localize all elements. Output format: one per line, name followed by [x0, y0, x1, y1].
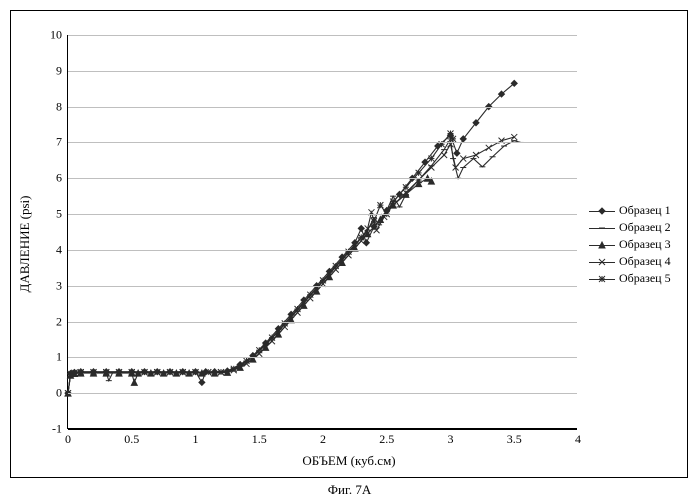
series: [65, 80, 517, 396]
legend-label: Образец 4: [619, 254, 671, 269]
y-tick-label: 8: [56, 99, 68, 114]
y-tick-label: 7: [56, 135, 68, 150]
y-tick-label: 2: [56, 314, 68, 329]
legend-label: Образец 2: [619, 220, 671, 235]
legend-swatch: [589, 256, 615, 268]
x-tick-label: 3.5: [507, 428, 522, 447]
y-tick-label: 5: [56, 207, 68, 222]
x-tick-label: 0.5: [124, 428, 139, 447]
y-tick-label: 4: [56, 242, 68, 257]
x-tick-label: 4: [575, 428, 581, 447]
legend-item: Образец 2: [589, 220, 671, 235]
y-tick-label: 3: [56, 278, 68, 293]
x-tick-label: 0: [65, 428, 71, 447]
x-tick-label: 1.5: [252, 428, 267, 447]
gridline-h: [68, 286, 577, 287]
y-tick-label: 9: [56, 63, 68, 78]
legend-swatch: [589, 205, 615, 217]
x-tick-label: 3: [448, 428, 454, 447]
series: [65, 139, 524, 393]
gridline-h: [68, 214, 577, 215]
gridline-h: [68, 322, 577, 323]
x-tick-label: 2.5: [379, 428, 394, 447]
gridline-h: [68, 250, 577, 251]
y-tick-label: 10: [50, 28, 68, 43]
x-tick-label: 1: [193, 428, 199, 447]
gridline-h: [68, 142, 577, 143]
gridline-h: [68, 107, 577, 108]
y-axis-label: ДАВЛЕНИЕ (psi): [17, 196, 33, 293]
x-axis-label: ОБЪЕМ (куб.см): [11, 453, 687, 469]
legend-label: Образец 3: [619, 237, 671, 252]
y-tick-label: 0: [56, 386, 68, 401]
gridline-h: [68, 178, 577, 179]
gridline-h: [68, 357, 577, 358]
legend-item: Образец 3: [589, 237, 671, 252]
legend-swatch: [589, 239, 615, 251]
chart-frame: ДАВЛЕНИЕ (psi) ОБЪЕМ (куб.см) -101234567…: [10, 10, 688, 478]
gridline-h: [68, 393, 577, 394]
chart-svg: [68, 35, 578, 429]
legend-item: Образец 5: [589, 271, 671, 286]
x-tick-label: 2: [320, 428, 326, 447]
legend-swatch: [589, 222, 615, 234]
y-tick-label: 1: [56, 350, 68, 365]
figure-caption: Фиг. 7A: [0, 482, 699, 498]
legend-item: Образец 4: [589, 254, 671, 269]
legend: Образец 1 Образец 2 Образец 3 Образец 4 Обра…: [589, 201, 671, 288]
gridline-h: [68, 35, 577, 36]
legend-swatch: [589, 273, 615, 285]
legend-item: Образец 1: [589, 203, 671, 218]
gridline-h: [68, 71, 577, 72]
y-tick-label: 6: [56, 171, 68, 186]
plot-area: -101234567891000.511.522.533.54: [67, 35, 577, 429]
legend-label: Образец 1: [619, 203, 671, 218]
series: [65, 131, 456, 397]
legend-label: Образец 5: [619, 271, 671, 286]
